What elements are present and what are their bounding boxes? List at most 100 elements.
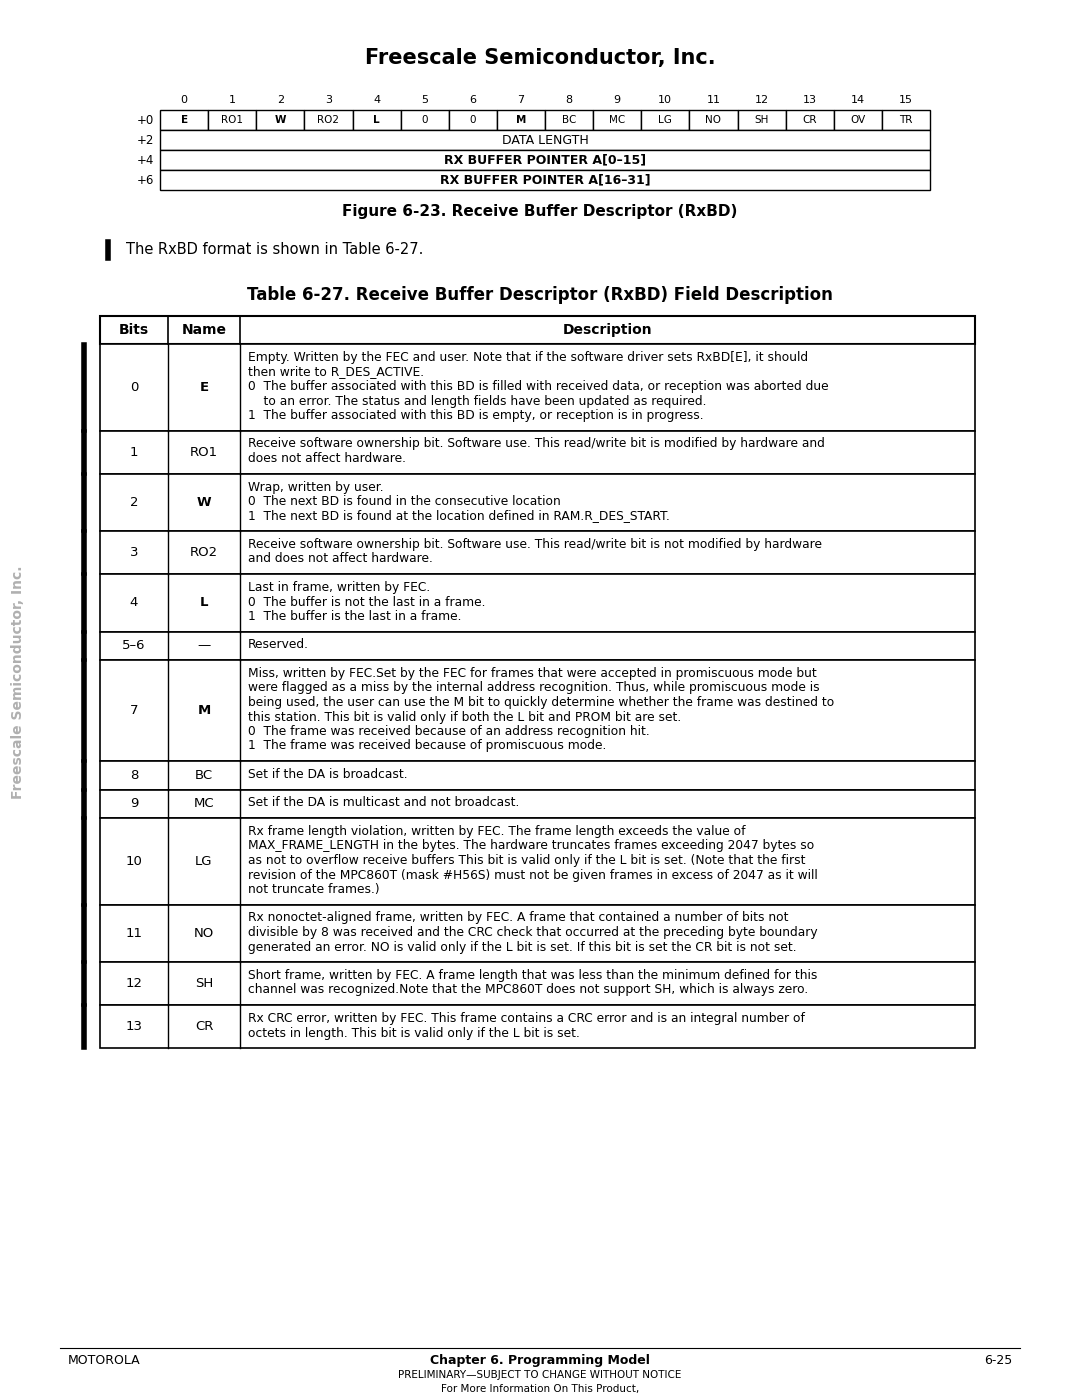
Text: 10: 10 (659, 95, 673, 105)
Text: Empty. Written by the FEC and user. Note that if the software driver sets RxBD[E: Empty. Written by the FEC and user. Note… (248, 351, 808, 365)
Bar (882, 110, 930, 130)
Text: 12: 12 (755, 95, 769, 105)
Bar (100, 430, 975, 474)
Text: For More Information On This Product,: For More Information On This Product, (441, 1384, 639, 1394)
Text: Freescale Semiconductor, Inc.: Freescale Semiconductor, Inc. (365, 47, 715, 68)
Bar (160, 130, 930, 149)
Bar (100, 761, 975, 789)
Text: 7: 7 (517, 95, 525, 105)
Text: 6: 6 (470, 95, 476, 105)
Text: E: E (200, 381, 208, 394)
Text: +4: +4 (137, 154, 154, 166)
Bar (689, 110, 738, 130)
Bar (305, 110, 352, 130)
Text: 1  The buffer is the last in a frame.: 1 The buffer is the last in a frame. (248, 610, 461, 623)
Text: octets in length. This bit is valid only if the L bit is set.: octets in length. This bit is valid only… (248, 1027, 580, 1039)
Text: MC: MC (193, 798, 214, 810)
Text: W: W (274, 115, 286, 124)
Text: RX BUFFER POINTER A[0–15]: RX BUFFER POINTER A[0–15] (444, 154, 646, 166)
Text: BC: BC (194, 768, 213, 782)
Text: BC: BC (562, 115, 577, 124)
Bar (100, 344, 975, 430)
Text: Table 6-27. Receive Buffer Descriptor (RxBD) Field Description: Table 6-27. Receive Buffer Descriptor (R… (247, 286, 833, 305)
Bar (100, 316, 975, 344)
Text: The RxBD format is shown in Table 6-27.: The RxBD format is shown in Table 6-27. (126, 242, 423, 257)
Text: NO: NO (705, 115, 721, 124)
Text: to an error. The status and length fields have been updated as required.: to an error. The status and length field… (248, 394, 706, 408)
Bar (100, 474, 975, 531)
Text: W: W (197, 496, 212, 509)
Bar (834, 110, 882, 130)
Text: 0: 0 (470, 115, 476, 124)
Text: 11: 11 (706, 95, 720, 105)
Bar (160, 170, 930, 190)
Text: Rx CRC error, written by FEC. This frame contains a CRC error and is an integral: Rx CRC error, written by FEC. This frame… (248, 1011, 805, 1025)
Text: 0  The buffer is not the last in a frame.: 0 The buffer is not the last in a frame. (248, 595, 486, 609)
Bar (100, 904, 975, 963)
Text: TR: TR (900, 115, 913, 124)
Text: 4: 4 (130, 597, 138, 609)
Text: E: E (180, 115, 188, 124)
Text: —: — (198, 640, 211, 652)
Text: M: M (198, 704, 211, 717)
Bar (100, 574, 975, 631)
Text: NO: NO (194, 926, 214, 940)
Text: DATA LENGTH: DATA LENGTH (501, 134, 589, 147)
Text: CR: CR (194, 1020, 213, 1032)
Text: 1  The next BD is found at the location defined in RAM.R_DES_START.: 1 The next BD is found at the location d… (248, 510, 670, 522)
Text: CR: CR (802, 115, 816, 124)
Bar (160, 110, 208, 130)
Text: Chapter 6. Programming Model: Chapter 6. Programming Model (430, 1354, 650, 1368)
Text: 0: 0 (180, 95, 188, 105)
Bar (785, 110, 834, 130)
Text: 0  The buffer associated with this BD is filled with received data, or reception: 0 The buffer associated with this BD is … (248, 380, 828, 393)
Text: does not affect hardware.: does not affect hardware. (248, 453, 406, 465)
Text: Reserved.: Reserved. (248, 638, 309, 651)
Text: divisible by 8 was received and the CRC check that occurred at the preceding byt: divisible by 8 was received and the CRC … (248, 926, 818, 939)
Text: MC: MC (609, 115, 625, 124)
Text: Bits: Bits (119, 323, 149, 337)
Text: 9: 9 (130, 798, 138, 810)
Bar (100, 659, 975, 761)
Text: 7: 7 (130, 704, 138, 717)
Text: Freescale Semiconductor, Inc.: Freescale Semiconductor, Inc. (11, 566, 25, 799)
Text: 1  The frame was received because of promiscuous mode.: 1 The frame was received because of prom… (248, 739, 606, 753)
Bar (100, 531, 975, 574)
Text: 13: 13 (802, 95, 816, 105)
Text: 1: 1 (229, 95, 235, 105)
Text: Description: Description (563, 323, 652, 337)
Text: 3: 3 (130, 546, 138, 559)
Text: and does not affect hardware.: and does not affect hardware. (248, 552, 433, 566)
Text: MOTOROLA: MOTOROLA (68, 1354, 140, 1368)
Text: revision of the MPC860T (mask #H56S) must not be given frames in excess of 2047 : revision of the MPC860T (mask #H56S) mus… (248, 869, 818, 882)
Text: 3: 3 (325, 95, 332, 105)
Bar (642, 110, 689, 130)
Text: 12: 12 (125, 977, 143, 990)
Text: M: M (516, 115, 526, 124)
Text: LG: LG (659, 115, 672, 124)
Text: 14: 14 (851, 95, 865, 105)
Text: Set if the DA is broadcast.: Set if the DA is broadcast. (248, 768, 407, 781)
Text: Receive software ownership bit. Software use. This read/write bit is not modifie: Receive software ownership bit. Software… (248, 538, 822, 550)
Text: Miss, written by FEC.Set by the FEC for frames that were accepted in promiscuous: Miss, written by FEC.Set by the FEC for … (248, 666, 816, 680)
Text: 13: 13 (125, 1020, 143, 1032)
Text: 15: 15 (899, 95, 913, 105)
Text: SH: SH (754, 115, 769, 124)
Bar (100, 1004, 975, 1048)
Text: OV: OV (850, 115, 865, 124)
Text: 9: 9 (613, 95, 621, 105)
Text: not truncate frames.): not truncate frames.) (248, 883, 380, 895)
Text: 2: 2 (276, 95, 284, 105)
Text: L: L (374, 115, 380, 124)
Text: 1  The buffer associated with this BD is empty, or reception is in progress.: 1 The buffer associated with this BD is … (248, 409, 704, 422)
Bar (100, 789, 975, 819)
Text: being used, the user can use the M bit to quickly determine whether the frame wa: being used, the user can use the M bit t… (248, 696, 834, 710)
Bar (160, 149, 930, 170)
Text: +6: +6 (137, 173, 154, 187)
Text: generated an error. NO is valid only if the L bit is set. If this bit is set the: generated an error. NO is valid only if … (248, 940, 797, 954)
Text: Short frame, written by FEC. A frame length that was less than the minimum defin: Short frame, written by FEC. A frame len… (248, 970, 818, 982)
Text: channel was recognized.Note that the MPC860T does not support SH, which is alway: channel was recognized.Note that the MPC… (248, 983, 808, 996)
Bar (208, 110, 256, 130)
Text: 5–6: 5–6 (122, 640, 146, 652)
Text: 1: 1 (130, 446, 138, 458)
